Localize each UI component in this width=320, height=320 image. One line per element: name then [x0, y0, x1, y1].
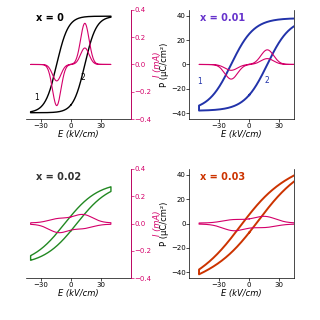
Text: 2: 2	[80, 73, 85, 82]
X-axis label: E (kV/cm): E (kV/cm)	[221, 289, 262, 298]
Text: 1: 1	[197, 77, 202, 86]
Text: 1: 1	[34, 92, 39, 101]
Text: x = 0.02: x = 0.02	[36, 172, 81, 182]
X-axis label: E (kV/cm): E (kV/cm)	[58, 130, 99, 139]
X-axis label: E (kV/cm): E (kV/cm)	[221, 130, 262, 139]
Y-axis label: I (mA): I (mA)	[153, 211, 162, 236]
Y-axis label: I (mA): I (mA)	[153, 52, 162, 77]
Y-axis label: P (μC/cm²): P (μC/cm²)	[160, 42, 169, 87]
Y-axis label: P (μC/cm²): P (μC/cm²)	[160, 201, 169, 246]
Text: x = 0: x = 0	[36, 13, 64, 23]
X-axis label: E (kV/cm): E (kV/cm)	[58, 289, 99, 298]
Text: x = 0.03: x = 0.03	[200, 172, 245, 182]
Text: 2: 2	[265, 76, 270, 85]
Text: x = 0.01: x = 0.01	[200, 13, 245, 23]
